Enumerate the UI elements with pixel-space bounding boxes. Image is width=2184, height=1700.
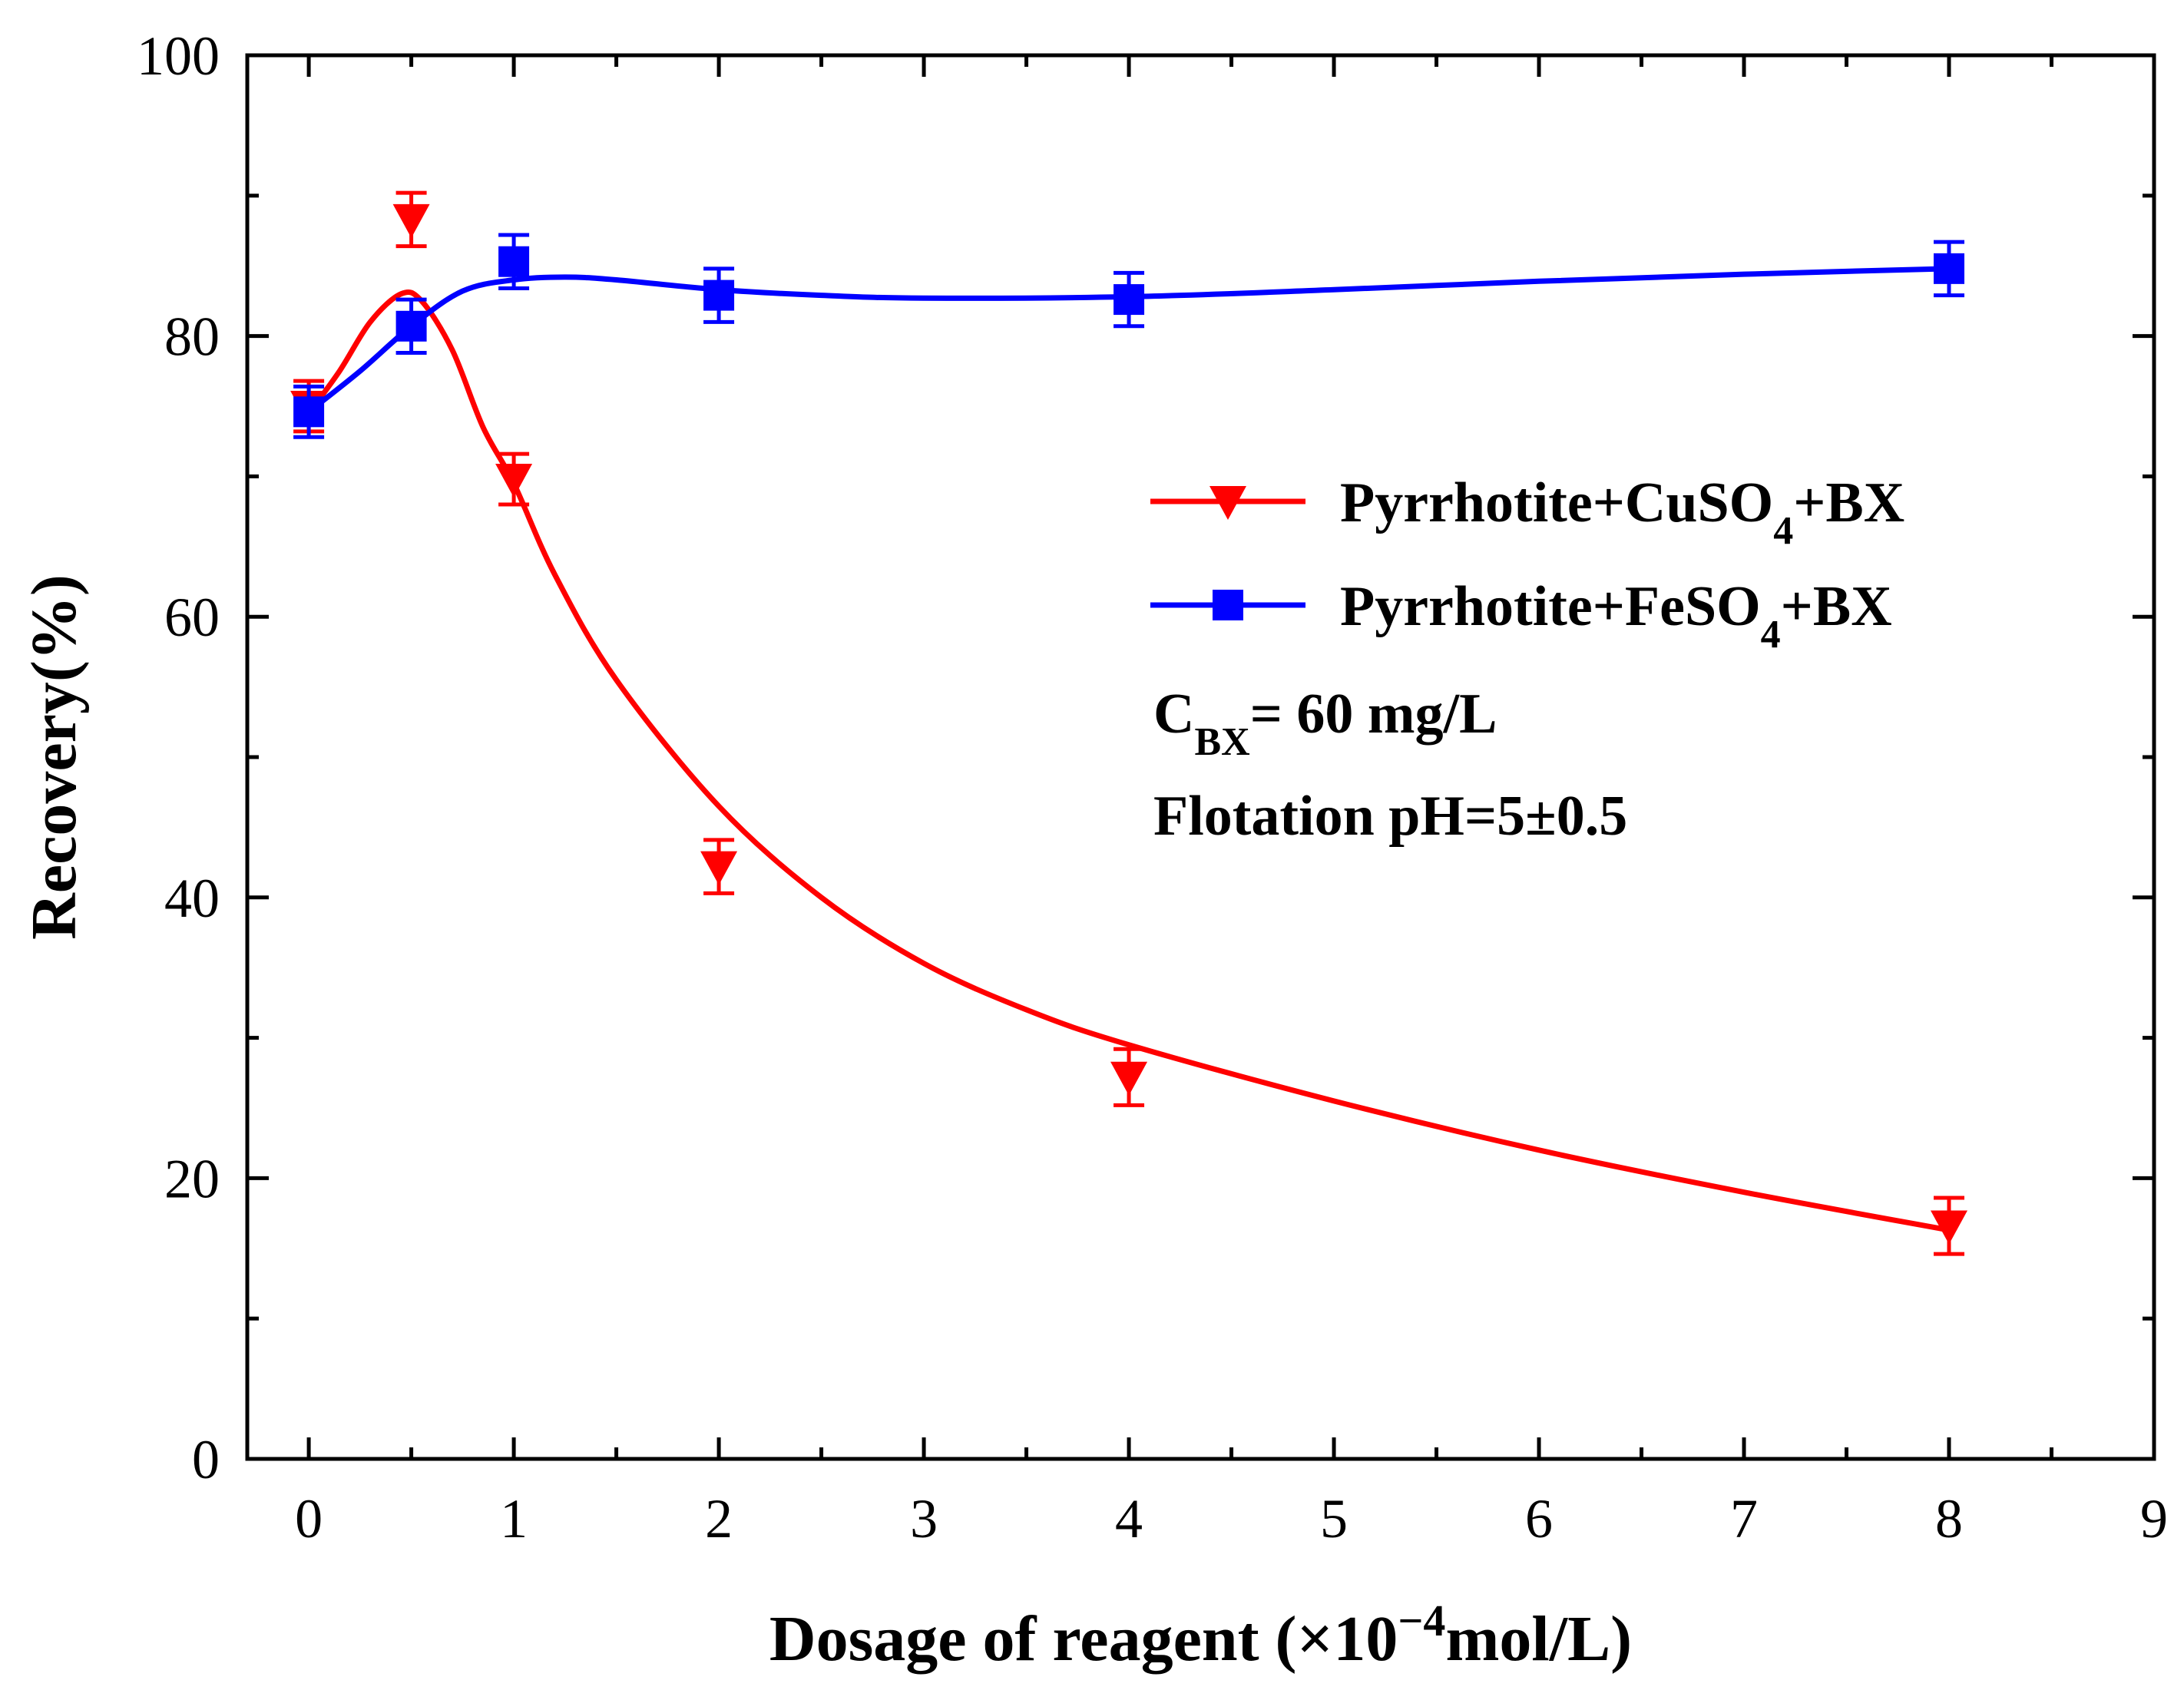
annotation-text: Flotation pH=5±0.5 (1153, 785, 1627, 848)
legend-label-main: Pyrrhotite+FeSO (1340, 575, 1761, 638)
y-tick-label: 60 (164, 587, 220, 648)
data-point (495, 464, 533, 498)
annotation-main: C (1153, 683, 1194, 746)
data-point (293, 396, 325, 428)
legend-marker (1209, 486, 1246, 520)
data-point (700, 851, 738, 885)
legend-label: Pyrrhotite+CuSO4+BX (1340, 471, 1904, 553)
x-tick-label: 9 (2140, 1488, 2168, 1550)
x-axis-title-text: Dosage of reagent (×10 (769, 1603, 1398, 1675)
y-axis-title: Recovery(%) (18, 574, 90, 940)
legend-label: Pyrrhotite+FeSO4+BX (1340, 575, 1892, 657)
legend-entry: Pyrrhotite+FeSO4+BX (1150, 575, 1892, 657)
y-tick-label: 20 (164, 1148, 220, 1209)
x-axis-title-unit: mol/L) (1445, 1603, 1632, 1675)
data-point (1114, 284, 1145, 316)
x-tick-label: 3 (910, 1488, 938, 1550)
legend-label-sub: 4 (1773, 509, 1793, 553)
data-point (1931, 1210, 1968, 1245)
x-tick-label: 4 (1115, 1488, 1143, 1550)
legend-label-tail: +BX (1793, 471, 1904, 534)
y-tick-label: 40 (164, 868, 220, 929)
x-axis-title-exp: −4 (1398, 1596, 1445, 1645)
series-line (306, 289, 1950, 1233)
y-tick-label: 80 (164, 306, 220, 368)
series-layer (290, 190, 1968, 1256)
x-tick-label: 5 (1320, 1488, 1348, 1550)
series-line (306, 266, 1950, 415)
series-feso4 (293, 233, 1965, 439)
x-axis-title: Dosage of reagent (×10−4mol/L) (769, 1596, 1632, 1675)
data-point (498, 246, 530, 277)
axes: 0 1 2 3 4 5 6 7 8 9 0 20 40 60 80 100 (137, 25, 2168, 1550)
x-tick-label: 2 (705, 1488, 733, 1550)
y-tick-label: 100 (137, 25, 220, 87)
series-cuso4 (290, 190, 1968, 1256)
annotation-tail: = 60 mg/L (1250, 683, 1497, 746)
x-tick-label: 1 (500, 1488, 528, 1550)
legend-label-sub: 4 (1761, 613, 1781, 657)
annotation-text: CBX= 60 mg/L (1153, 683, 1497, 764)
data-point (703, 279, 735, 311)
legend-entry: Pyrrhotite+CuSO4+BX (1150, 471, 1904, 553)
annotations: CBX= 60 mg/L Flotation pH=5±0.5 (1153, 683, 1627, 848)
legend-label-main: Pyrrhotite+CuSO (1340, 471, 1773, 534)
x-tick-label: 7 (1730, 1488, 1758, 1550)
y-tick-label: 0 (192, 1429, 220, 1490)
x-tick-label: 0 (295, 1488, 323, 1550)
x-tick-label: 8 (1935, 1488, 1963, 1550)
legend-label-tail: +BX (1781, 575, 1892, 638)
data-point (392, 203, 430, 238)
annotation-main: Flotation pH=5±0.5 (1153, 785, 1627, 848)
axis-titles: Dosage of reagent (×10−4mol/L) Recovery(%… (18, 574, 1632, 1675)
legend-marker (1213, 590, 1243, 620)
data-point (1110, 1061, 1148, 1096)
data-point (395, 310, 427, 342)
data-point (1934, 253, 1965, 284)
annotation-sub: BX (1194, 720, 1249, 764)
x-tick-label: 6 (1525, 1488, 1553, 1550)
